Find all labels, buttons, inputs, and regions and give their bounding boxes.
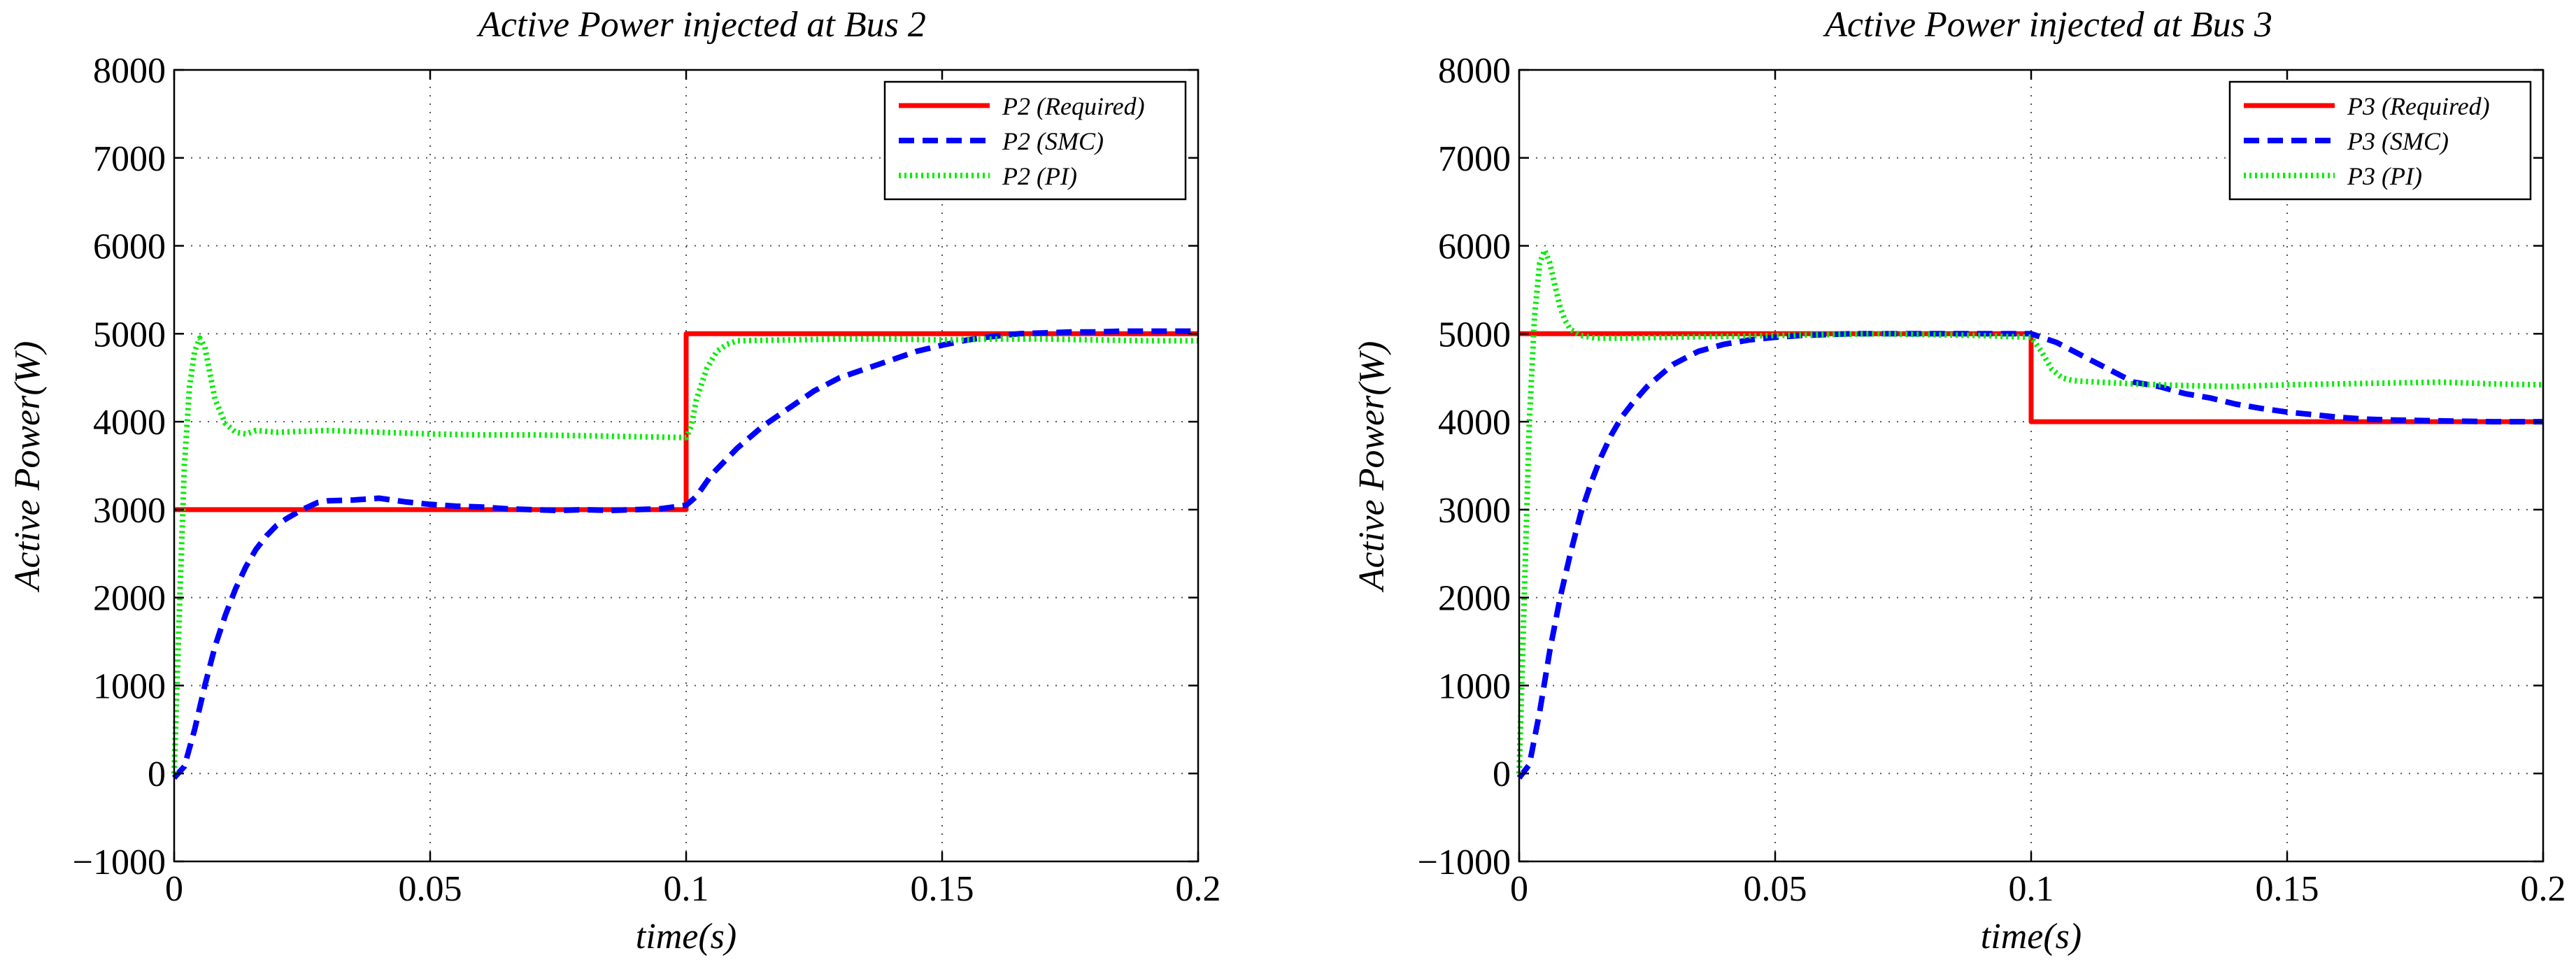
legend-label-0: P2 (Required) — [1002, 92, 1145, 120]
x-tick-label: 0.15 — [911, 869, 974, 909]
y-tick-label: 0 — [148, 754, 166, 794]
series-line-0 — [1519, 331, 2543, 424]
legend-label-0: P3 (Required) — [2347, 92, 2490, 120]
y-tick-label: 8000 — [1438, 51, 1511, 91]
x-axis-label: time(s) — [636, 917, 736, 957]
y-tick-label: −1000 — [73, 843, 166, 882]
y-tick-label: 4000 — [93, 403, 166, 443]
chart-bus-3: Active Power injected at Bus 3 0 0.05 0.1 0… — [1352, 5, 2566, 957]
y-tick-label: 0 — [1493, 754, 1511, 794]
legend-label-1: P3 (SMC) — [2347, 127, 2449, 155]
series-line-2 — [1516, 247, 2544, 774]
x-tick-label: 0.05 — [1744, 869, 1807, 909]
y-tick-label: 5000 — [93, 315, 166, 354]
legend-label-2: P2 (PI) — [1002, 162, 1077, 190]
y-tick-label: 2000 — [93, 579, 166, 619]
series-line-1 — [172, 328, 1198, 780]
legend: P2 (Required) P2 (SMC) P2 (PI) — [883, 80, 1187, 201]
y-tick-label: 7000 — [93, 139, 166, 179]
tick-labels: 0 0.05 0.1 0.15 0.2−100001000200030004000500… — [1418, 51, 2566, 909]
y-tick-label: 1000 — [1438, 666, 1511, 706]
tick-marks — [1518, 69, 2545, 863]
x-tick-label: 0.2 — [2521, 869, 2566, 909]
series-line-2 — [171, 335, 1198, 774]
y-tick-label: 3000 — [1438, 491, 1511, 531]
y-axis-label: Active Power(W) — [1352, 341, 1392, 593]
y-tick-label: −1000 — [1418, 843, 1511, 882]
chart-bus-2: Active Power injected at Bus 2 0 0.05 0.1 0… — [8, 5, 1221, 957]
chart-title: Active Power injected at Bus 3 — [1823, 5, 2272, 45]
y-tick-label: 3000 — [93, 491, 166, 531]
legend-label-1: P2 (SMC) — [1002, 127, 1104, 155]
x-tick-label: 0 — [165, 869, 183, 909]
y-tick-label: 7000 — [1438, 139, 1511, 179]
tick-labels: 0 0.05 0.1 0.15 0.2−100001000200030004000500… — [73, 51, 1221, 909]
y-tick-label: 2000 — [1438, 579, 1511, 619]
tick-marks — [173, 69, 1200, 863]
x-tick-label: 0.1 — [2009, 869, 2054, 909]
x-axis-label: time(s) — [1981, 917, 2082, 957]
y-tick-label: 4000 — [1438, 403, 1511, 443]
series-lines — [1516, 247, 2544, 780]
x-tick-label: 0.05 — [399, 869, 462, 909]
y-tick-label: 5000 — [1438, 315, 1511, 354]
legend: P3 (Required) P3 (SMC) P3 (PI) — [2228, 80, 2532, 201]
x-tick-label: 0.2 — [1176, 869, 1221, 909]
y-axis-label: Active Power(W) — [8, 341, 48, 593]
y-tick-label: 8000 — [93, 51, 166, 91]
series-lines — [171, 328, 1198, 780]
x-tick-label: 0 — [1510, 869, 1528, 909]
x-tick-label: 0.1 — [664, 869, 709, 909]
y-tick-label: 6000 — [93, 227, 166, 267]
y-tick-label: 1000 — [93, 666, 166, 706]
y-tick-label: 6000 — [1438, 227, 1511, 267]
chart-title: Active Power injected at Bus 2 — [476, 5, 926, 45]
legend-label-2: P3 (PI) — [2347, 162, 2422, 190]
series-line-0 — [174, 331, 1198, 513]
x-tick-label: 0.15 — [2256, 869, 2319, 909]
